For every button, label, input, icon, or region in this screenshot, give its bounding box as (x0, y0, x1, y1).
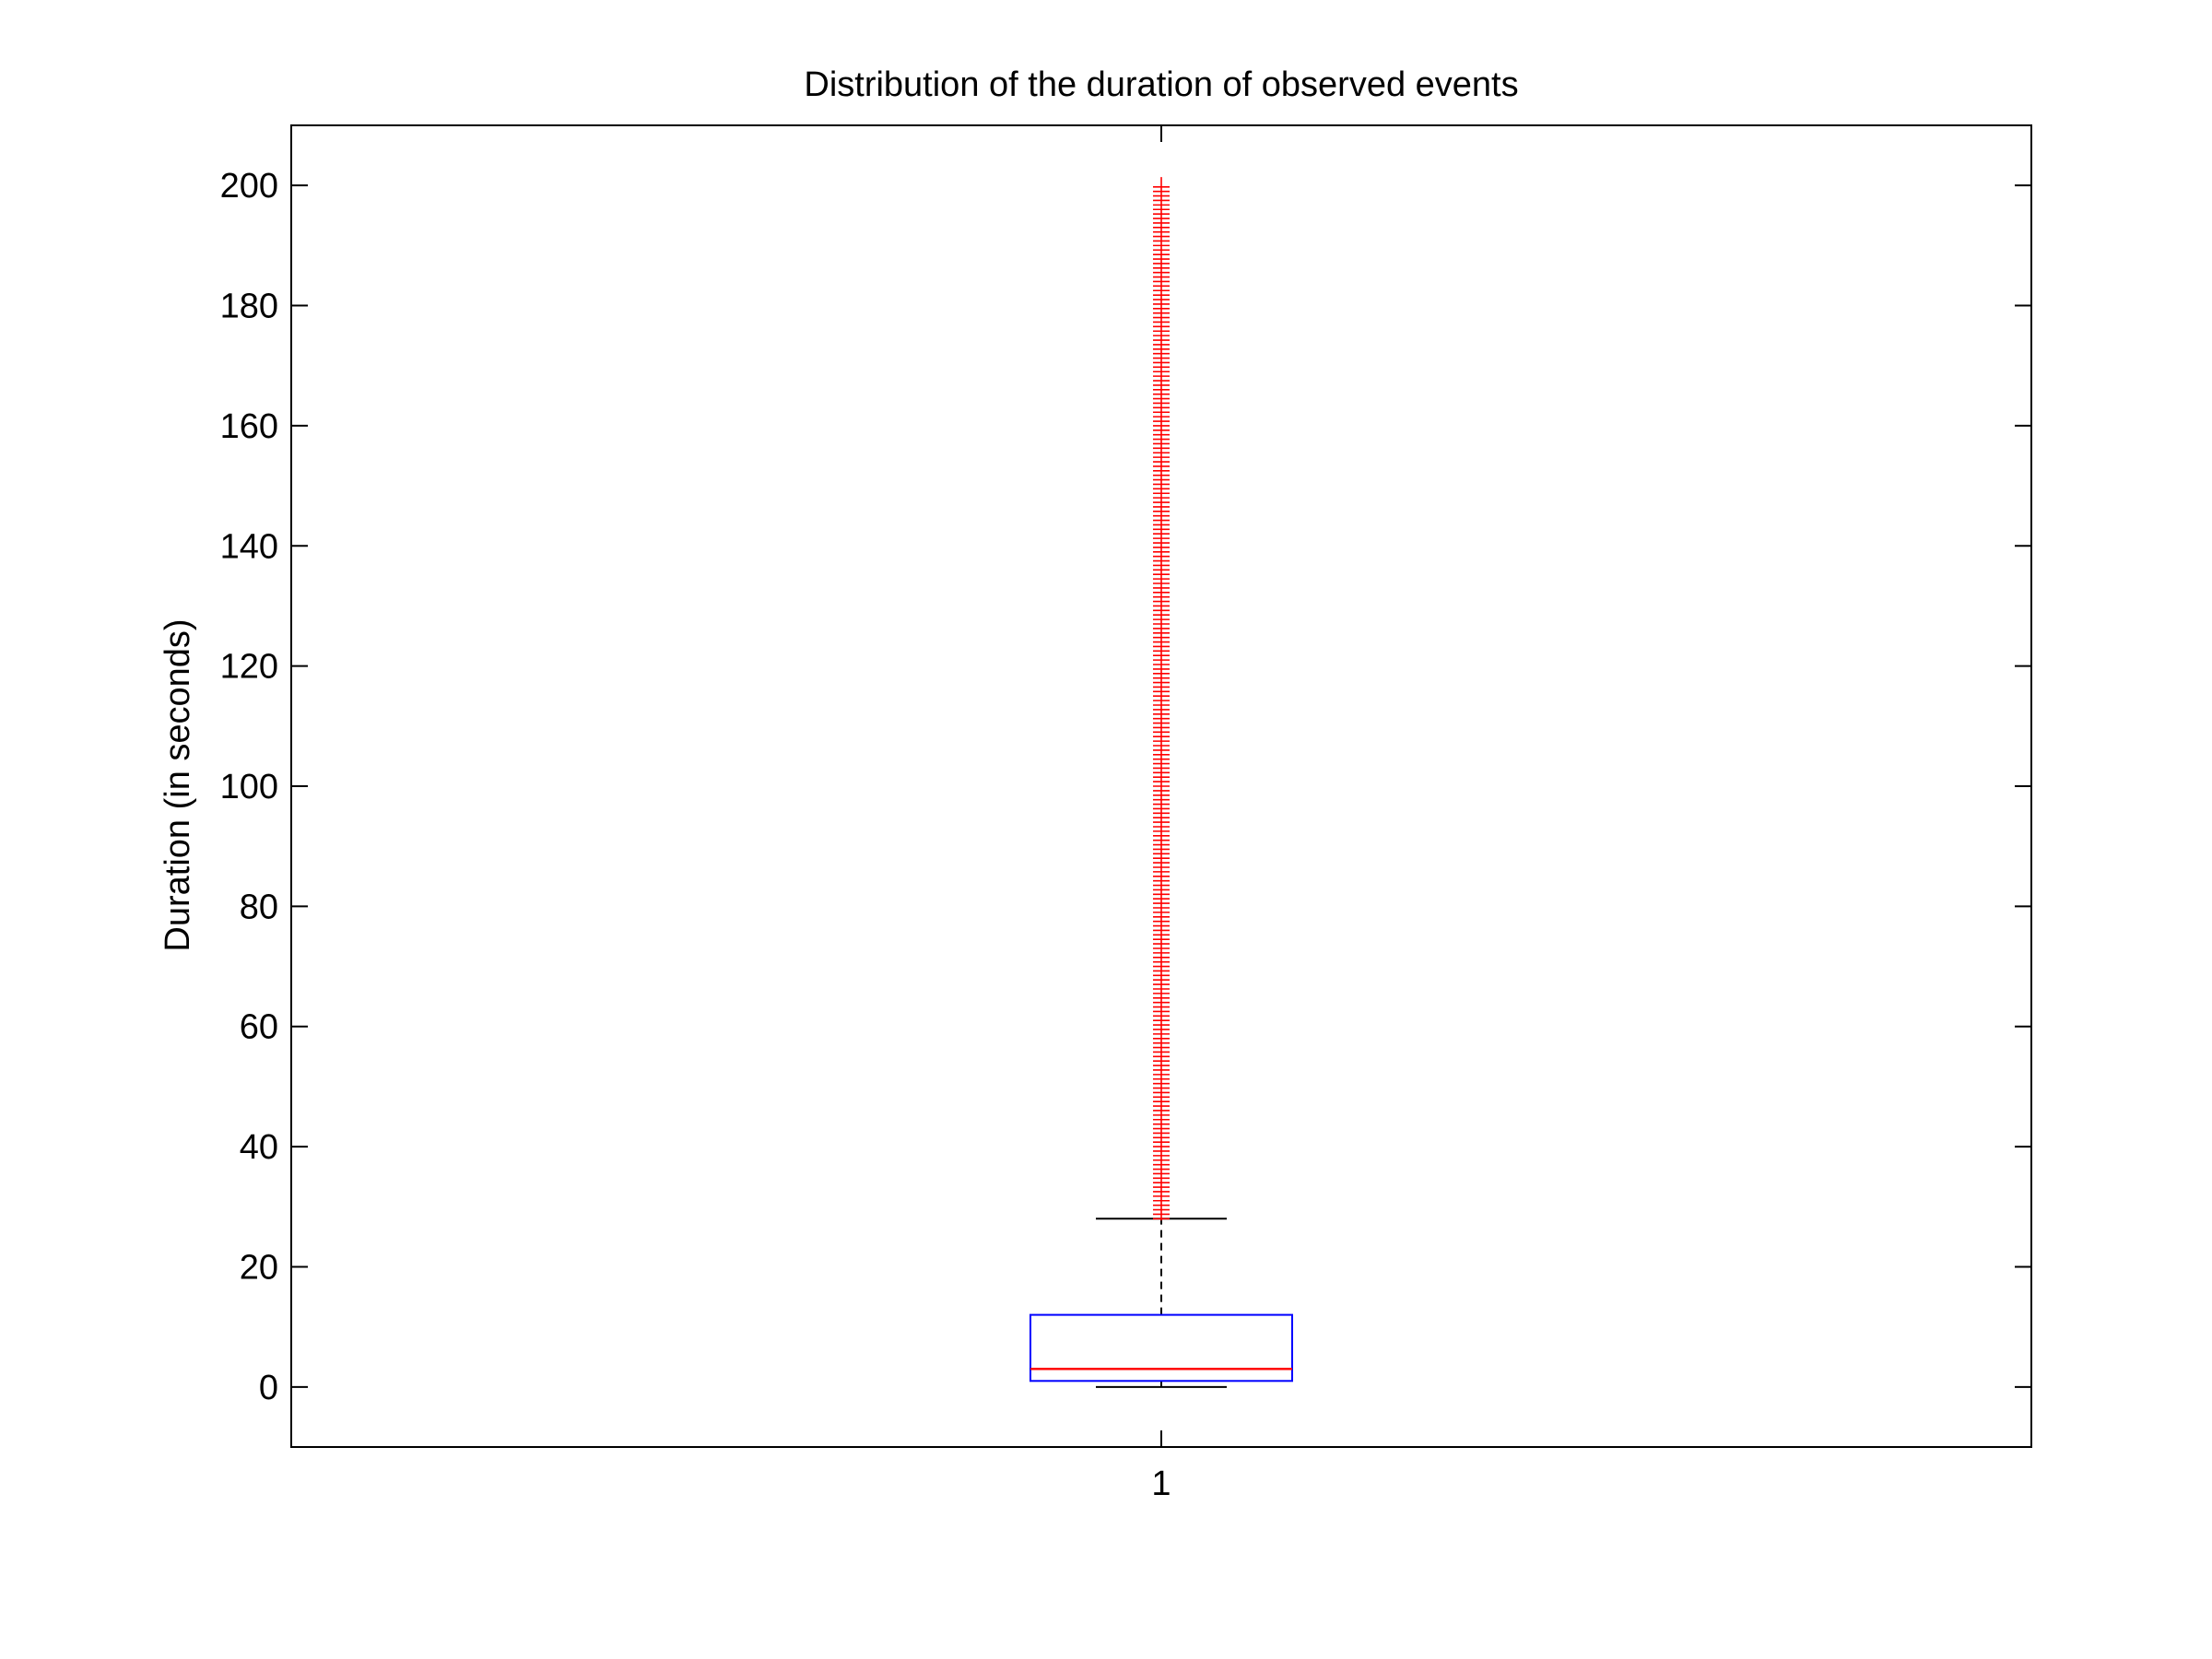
y-tick-label: 180 (220, 288, 278, 326)
y-tick-label: 100 (220, 768, 278, 806)
y-tick-label: 120 (220, 648, 278, 687)
box-group (1030, 177, 1293, 1388)
y-ticks: 0 20 40 60 80 100 120 140 160 180 200 (220, 167, 2031, 1407)
y-tick-label: 80 (240, 888, 278, 926)
outliers (1153, 177, 1170, 1221)
chart-title: Distribution of the duration of observed… (804, 65, 1518, 104)
x-ticks: 1 (1151, 125, 1171, 1503)
y-tick-label: 0 (259, 1369, 278, 1407)
y-tick-label: 20 (240, 1248, 278, 1287)
y-tick-label: 60 (240, 1008, 278, 1047)
y-tick-label: 40 (240, 1128, 278, 1167)
x-tick-label: 1 (1151, 1465, 1171, 1503)
y-tick-label: 200 (220, 167, 278, 206)
y-tick-label: 160 (220, 407, 278, 446)
y-tick-label: 140 (220, 527, 278, 566)
y-axis-label: Duration (in seconds) (159, 618, 197, 951)
iqr-box (1030, 1313, 1293, 1382)
boxes (1030, 177, 1293, 1388)
